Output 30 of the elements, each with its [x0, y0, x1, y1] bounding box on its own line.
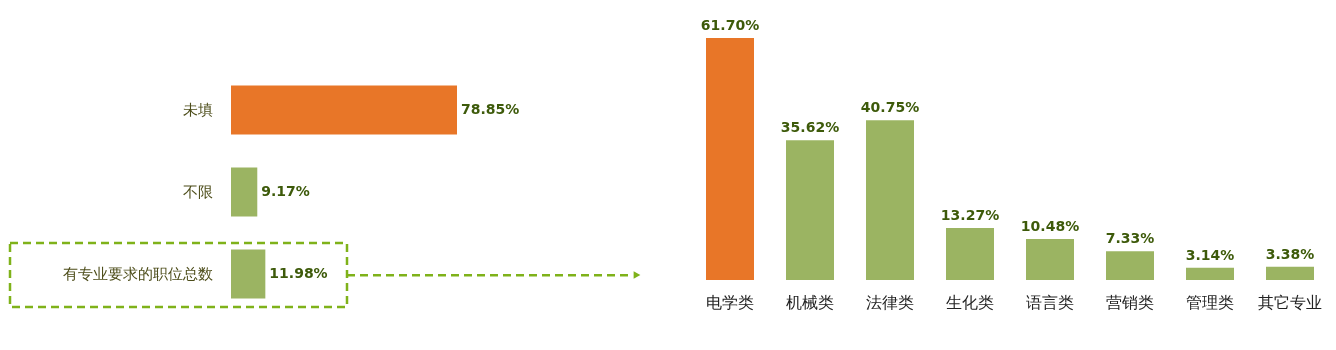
bar	[1106, 251, 1154, 280]
x-tick-label: 其它专业	[1258, 292, 1322, 312]
data-label: 11.98%	[269, 265, 328, 281]
bar	[1186, 267, 1234, 280]
bar	[1026, 238, 1074, 280]
x-tick-label: 营销类	[1106, 292, 1154, 312]
x-tick-label: 管理类	[1186, 292, 1234, 312]
x-tick-label: 机械类	[786, 292, 834, 312]
bar	[946, 227, 994, 280]
bar	[786, 140, 834, 280]
data-label: 7.33%	[1105, 230, 1155, 247]
data-label: 3.38%	[1265, 245, 1315, 262]
bar	[866, 120, 914, 280]
y-tick-label: 未填	[183, 101, 213, 119]
data-label: 3.14%	[1185, 246, 1235, 263]
data-label: 13.27%	[940, 206, 1000, 223]
bar	[706, 38, 754, 280]
bar	[1266, 266, 1314, 280]
data-label: 61.70%	[700, 17, 760, 33]
data-label: 35.62%	[780, 119, 840, 136]
x-tick-label: 法律类	[866, 292, 914, 312]
x-tick-label: 生化类	[946, 292, 994, 312]
data-label: 9.17%	[261, 183, 310, 199]
y-tick-label: 有专业要求的职位总数	[63, 265, 213, 283]
data-label: 10.48%	[1020, 217, 1080, 234]
x-tick-label: 电学类	[706, 292, 754, 312]
y-tick-label: 不限	[183, 183, 213, 201]
data-label: 78.85%	[461, 101, 520, 117]
data-label: 40.75%	[860, 99, 920, 116]
x-tick-label: 语言类	[1026, 292, 1074, 312]
